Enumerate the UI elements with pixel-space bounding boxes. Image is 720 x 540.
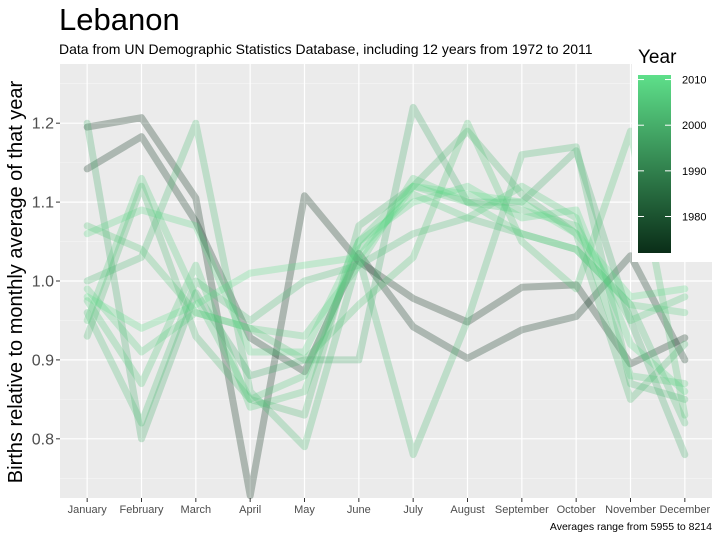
legend-tick-label: 2000 xyxy=(682,120,706,132)
x-tick-label: June xyxy=(347,504,371,516)
x-tick-label: September xyxy=(495,504,549,516)
x-tick-label: March xyxy=(181,504,212,516)
x-tick-label: October xyxy=(557,504,596,516)
chart-subtitle: Data from UN Demographic Statistics Data… xyxy=(59,41,593,57)
legend: Year 1980 1990 2000 2010 xyxy=(632,40,720,262)
y-tick-label: 0.9 xyxy=(32,352,54,369)
chart-caption: Averages range from 5955 to 8214 xyxy=(550,521,712,533)
y-tick-label: 1.0 xyxy=(32,274,54,291)
series-line-2002 xyxy=(83,127,689,419)
y-axis-label: Births relative to monthly average of th… xyxy=(5,80,27,483)
legend-colorbar xyxy=(638,75,671,253)
series-line-2003 xyxy=(83,119,689,459)
series-line-2005 xyxy=(83,119,689,419)
x-tick-label: December xyxy=(659,504,710,516)
x-tick-label: May xyxy=(294,504,315,516)
x-tick-label: January xyxy=(68,504,108,516)
legend-tick-label: 1990 xyxy=(682,166,706,178)
series-line-1972 xyxy=(83,114,689,500)
x-tick-label: July xyxy=(403,504,423,516)
x-tick-label: April xyxy=(239,504,261,516)
series-line-2004 xyxy=(83,214,689,427)
x-ticks: January February March April May June July Augu… xyxy=(68,498,711,516)
series-line-2009 xyxy=(83,182,689,395)
series-line-2011 xyxy=(83,182,689,332)
series-line-2007 xyxy=(83,174,689,403)
legend-tick-label: 1980 xyxy=(682,211,706,223)
y-tick-label: 1.2 xyxy=(32,116,54,133)
series-line-2008 xyxy=(83,174,689,356)
series-line-1973 xyxy=(83,133,689,376)
x-tick-label: February xyxy=(119,504,164,516)
legend-ticks: 1980 1990 2000 2010 xyxy=(638,75,706,223)
series-lines xyxy=(83,103,689,500)
x-tick-label: August xyxy=(450,504,484,516)
y-tick-label: 0.8 xyxy=(32,431,54,448)
series-line-2006 xyxy=(83,182,689,411)
series-line-2000 xyxy=(83,103,689,459)
legend-title: Year xyxy=(638,47,677,68)
y-ticks: 0.8 0.9 1.0 1.1 1.2 xyxy=(32,116,60,448)
x-tick-label: November xyxy=(605,504,656,516)
grid xyxy=(60,64,712,498)
legend-tick-label: 2010 xyxy=(682,75,706,87)
chart-title: Lebanon xyxy=(59,2,180,37)
y-tick-label: 1.1 xyxy=(32,195,54,212)
